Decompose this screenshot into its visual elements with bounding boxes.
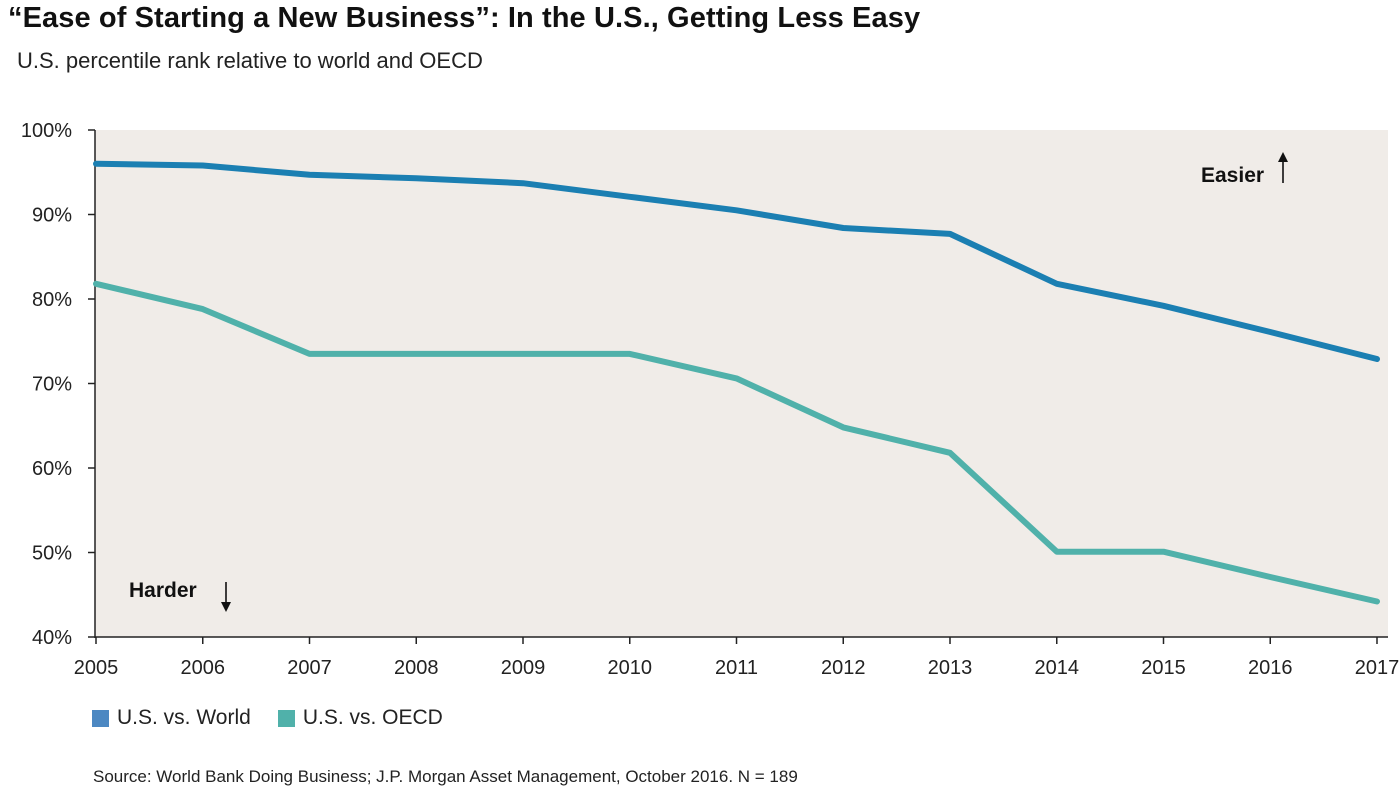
legend-swatch-oecd — [277, 709, 295, 727]
legend-swatch-world — [92, 709, 109, 727]
x-tick-label: 2006 — [181, 657, 226, 679]
x-tick-label: 2007 — [287, 657, 332, 679]
y-tick-label: 60% — [32, 458, 72, 480]
x-tick-label: 2014 — [1035, 657, 1080, 679]
x-tick-label: 2011 — [715, 657, 758, 679]
x-tick-label: 2015 — [1141, 657, 1186, 679]
annotation-harder: Harder — [129, 579, 197, 602]
y-tick-label: 100% — [21, 120, 72, 142]
x-tick-label: 2017 — [1355, 657, 1400, 679]
y-tick-label: 50% — [32, 543, 72, 565]
chart-subtitle: U.S. percentile rank relative to world a… — [17, 48, 483, 73]
x-tick-label: 2005 — [74, 657, 119, 679]
series-line-world — [93, 160, 1380, 362]
y-tick-label: 90% — [32, 205, 72, 227]
x-tick-label: 2010 — [608, 657, 653, 679]
source-note: Source: World Bank Doing Business; J.P. … — [93, 767, 798, 786]
y-tick-label: 80% — [32, 289, 72, 311]
series-line-oecd — [93, 280, 1380, 605]
x-tick-label: 2009 — [501, 657, 546, 679]
x-tick-label: 2013 — [928, 657, 973, 679]
chart-title: “Ease of Starting a New Business”: In th… — [8, 2, 921, 34]
y-tick-label: 70% — [32, 374, 72, 396]
legend-label-oecd: U.S. vs. OECD — [302, 706, 443, 729]
x-tick-label: 2008 — [394, 657, 439, 679]
x-tick-label: 2012 — [821, 657, 866, 679]
annotation-easier: Easier — [1201, 164, 1264, 187]
x-tick-label: 2016 — [1248, 657, 1293, 679]
arrow-up-head — [1278, 152, 1288, 162]
y-tick-label: 40% — [32, 627, 72, 649]
chart-legend: U.S. vs. World U.S. vs. OECD — [92, 706, 470, 730]
line-chart: 40% 50% 60% 70% 80% 90% 100% 2005 2006 2007 2008 20… — [21, 120, 1400, 679]
legend-label-world: U.S. vs. World — [117, 706, 251, 729]
arrow-down-head — [221, 602, 231, 612]
legend-item-oecd: U.S. vs. OECD — [277, 706, 443, 730]
legend-item-world: U.S. vs. World — [92, 706, 251, 730]
